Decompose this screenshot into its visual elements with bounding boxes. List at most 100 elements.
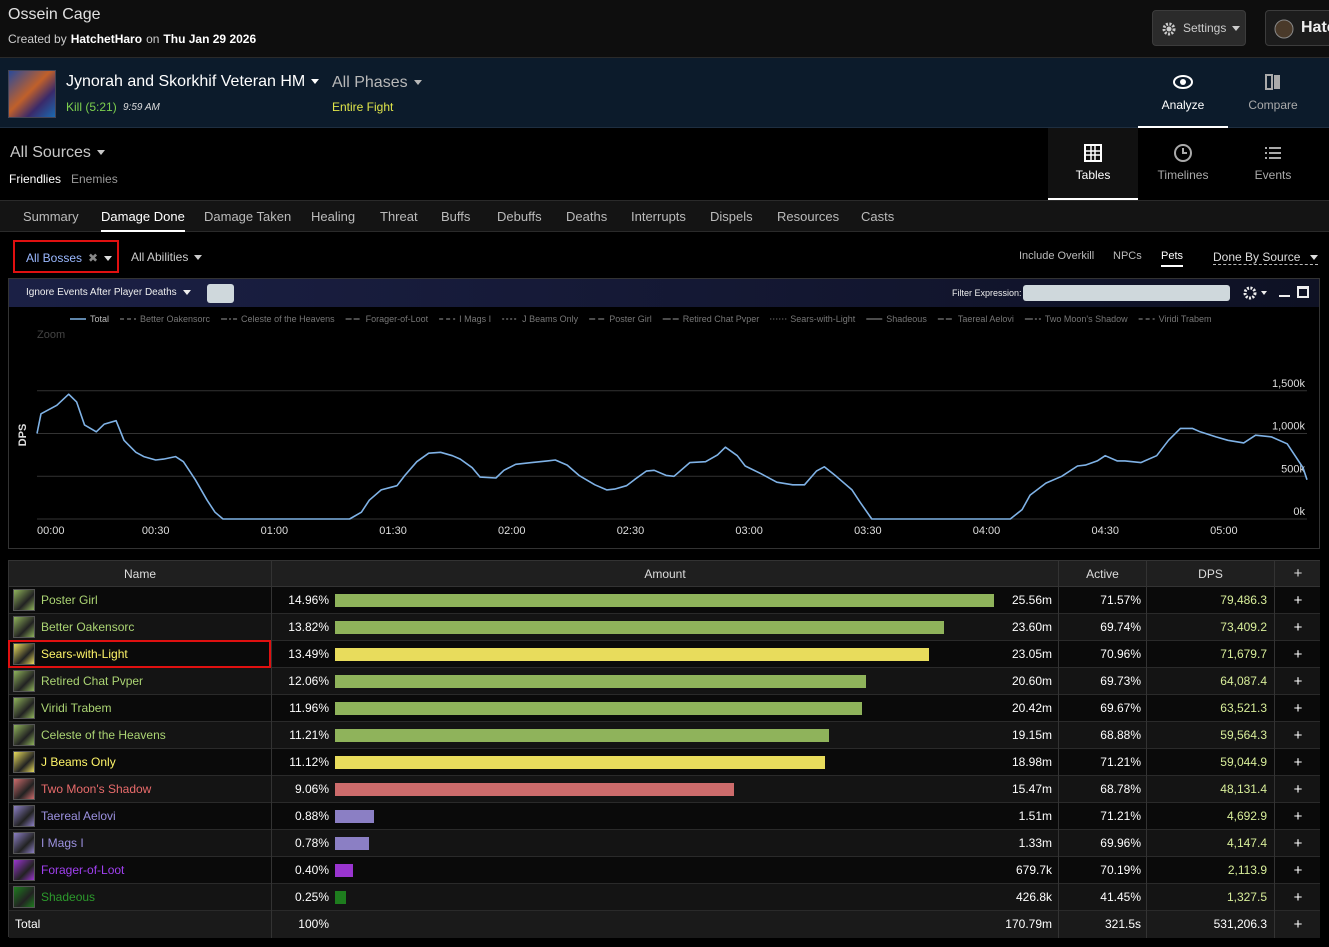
legend-item[interactable]: Sears-with-Light xyxy=(770,314,856,324)
filter-input[interactable] xyxy=(1023,285,1230,301)
user-button[interactable]: Hatc xyxy=(1265,10,1329,46)
view-tab[interactable]: Timelines xyxy=(1138,128,1228,200)
list-lines xyxy=(1265,147,1281,159)
legend-item[interactable]: Retired Chat Pvper xyxy=(662,314,760,324)
expand-button[interactable]: + xyxy=(1274,641,1321,668)
tab[interactable]: Damage Done xyxy=(101,201,185,232)
legend-item[interactable]: I Mags I xyxy=(439,314,491,324)
name-cell[interactable]: Celeste of the Heavens xyxy=(9,722,271,749)
expand-button[interactable]: + xyxy=(1274,587,1321,614)
legend-item[interactable]: Better Oakensorc xyxy=(120,314,211,324)
expand-button[interactable]: + xyxy=(1274,614,1321,641)
column-header[interactable]: + xyxy=(1274,561,1321,587)
expand-button[interactable]: + xyxy=(1274,857,1321,884)
view-label: Timelines xyxy=(1157,168,1209,182)
view-tab[interactable]: Events xyxy=(1228,128,1318,200)
mode-tab[interactable]: Compare xyxy=(1228,58,1318,128)
filter-option[interactable]: NPCs xyxy=(1113,250,1142,262)
name-cell[interactable]: Taereal Aelovi xyxy=(9,803,271,830)
maximize-button[interactable] xyxy=(1297,286,1309,298)
name-cell[interactable]: J Beams Only xyxy=(9,749,271,776)
legend-item[interactable]: Viridi Trabem xyxy=(1138,314,1212,324)
filter-option[interactable]: Pets xyxy=(1161,250,1184,267)
caret-icon xyxy=(1232,25,1241,31)
expand-button[interactable]: + xyxy=(1274,776,1321,803)
legend-label: I Mags I xyxy=(459,314,491,324)
name-cell[interactable]: Viridi Trabem xyxy=(9,695,271,722)
settings-button[interactable]: Settings xyxy=(1152,10,1246,46)
name-cell[interactable]: Better Oakensorc xyxy=(9,614,271,641)
source-group[interactable]: Friendlies xyxy=(9,172,62,186)
report-title: Ossein Cage xyxy=(8,6,101,23)
dps-cell: 4,692.9 xyxy=(1146,803,1274,830)
tab[interactable]: Interrupts xyxy=(631,209,686,224)
tab[interactable]: Damage Taken xyxy=(204,209,292,224)
expand-button[interactable]: + xyxy=(1274,884,1321,911)
dps-cell: 4,147.4 xyxy=(1146,830,1274,857)
ignore-deaths[interactable]: Ignore Events After Player Deaths xyxy=(26,287,191,298)
player-icon xyxy=(13,616,35,638)
tab[interactable]: Threat xyxy=(380,209,418,224)
source-selector-text: All Sources xyxy=(10,144,91,161)
mode-label: Compare xyxy=(1248,98,1298,112)
legend-item[interactable]: Forager-of-Loot xyxy=(345,314,429,324)
expand-button[interactable]: + xyxy=(1274,911,1321,938)
expand-button[interactable]: + xyxy=(1274,722,1321,749)
name-cell[interactable]: Sears-with-Light xyxy=(9,641,271,668)
share-label: 11.21% xyxy=(289,728,329,742)
dps-cell: 63,521.3 xyxy=(1146,695,1274,722)
legend-item[interactable]: Total xyxy=(70,314,109,324)
dps-cell: 71,679.7 xyxy=(1146,641,1274,668)
tab[interactable]: Buffs xyxy=(441,209,471,224)
expand-button[interactable]: + xyxy=(1274,695,1321,722)
chart-settings[interactable] xyxy=(1242,285,1270,301)
amount-cell: 14.96% 25.56m xyxy=(271,587,1058,614)
share-label: 11.96% xyxy=(289,701,329,715)
tab[interactable]: Resources xyxy=(777,209,840,224)
name-cell[interactable]: I Mags I xyxy=(9,830,271,857)
name-cell[interactable]: Poster Girl xyxy=(9,587,271,614)
tab[interactable]: Dispels xyxy=(710,209,753,224)
legend-item[interactable]: Celeste of the Heavens xyxy=(221,314,335,324)
tab[interactable]: Casts xyxy=(861,209,895,224)
expand-button[interactable]: + xyxy=(1274,803,1321,830)
player-name: Celeste of the Heavens xyxy=(41,728,166,742)
legend-item[interactable]: Taereal Aelovi xyxy=(937,314,1014,324)
tab[interactable]: Deaths xyxy=(566,209,608,224)
filter-option[interactable]: Include Overkill xyxy=(1019,250,1094,262)
share-bar xyxy=(335,702,862,715)
filter-option[interactable]: Done By Source xyxy=(1213,250,1319,265)
legend-item[interactable]: Poster Girl xyxy=(589,314,652,324)
phase-selector[interactable]: All Phases xyxy=(332,74,422,92)
target-filter[interactable]: All Bosses ✖ xyxy=(13,240,119,273)
view-tab[interactable]: Tables xyxy=(1048,128,1138,200)
legend-item[interactable]: J Beams Only xyxy=(502,314,579,324)
expand-button[interactable]: + xyxy=(1274,749,1321,776)
ability-filter[interactable]: All Abilities xyxy=(131,250,203,264)
player-name: Shadeous xyxy=(41,890,96,904)
dps-cell: 73,409.2 xyxy=(1146,614,1274,641)
amount-cell: 12.06% 20.60m xyxy=(271,668,1058,695)
source-selector[interactable]: All Sources xyxy=(10,144,105,162)
mode-tab[interactable]: Analyze xyxy=(1138,58,1228,128)
legend-item[interactable]: Shadeous xyxy=(866,314,927,324)
gear-caret xyxy=(1261,291,1267,295)
name-cell[interactable]: Retired Chat Pvper xyxy=(9,668,271,695)
expand-button[interactable]: + xyxy=(1274,830,1321,857)
name-cell[interactable]: Forager-of-Loot xyxy=(9,857,271,884)
expand-button[interactable]: + xyxy=(1274,668,1321,695)
fight-name[interactable]: Jynorah and Skorkhif Veteran HM xyxy=(66,73,320,91)
minimize-button[interactable] xyxy=(1279,295,1290,297)
tab[interactable]: Healing xyxy=(311,209,356,224)
toggle-box[interactable] xyxy=(207,284,234,303)
mode-label: Analyze xyxy=(1161,98,1205,112)
source-group[interactable]: Enemies xyxy=(71,172,118,186)
player-name: Sears-with-Light xyxy=(41,647,128,661)
tab[interactable]: Summary xyxy=(23,209,79,224)
share-bar xyxy=(335,837,370,850)
name-cell[interactable]: Two Moon's Shadow xyxy=(9,776,271,803)
name-cell[interactable]: Shadeous xyxy=(9,884,271,911)
legend-item[interactable]: Two Moon's Shadow xyxy=(1024,314,1128,324)
chart-panel: Ignore Events After Player Deaths Filter … xyxy=(8,278,1320,549)
tab[interactable]: Debuffs xyxy=(497,209,542,224)
